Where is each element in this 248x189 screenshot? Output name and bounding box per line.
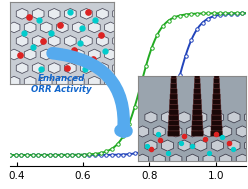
Text: Enhanced
ORR Activity: Enhanced ORR Activity: [31, 74, 92, 94]
